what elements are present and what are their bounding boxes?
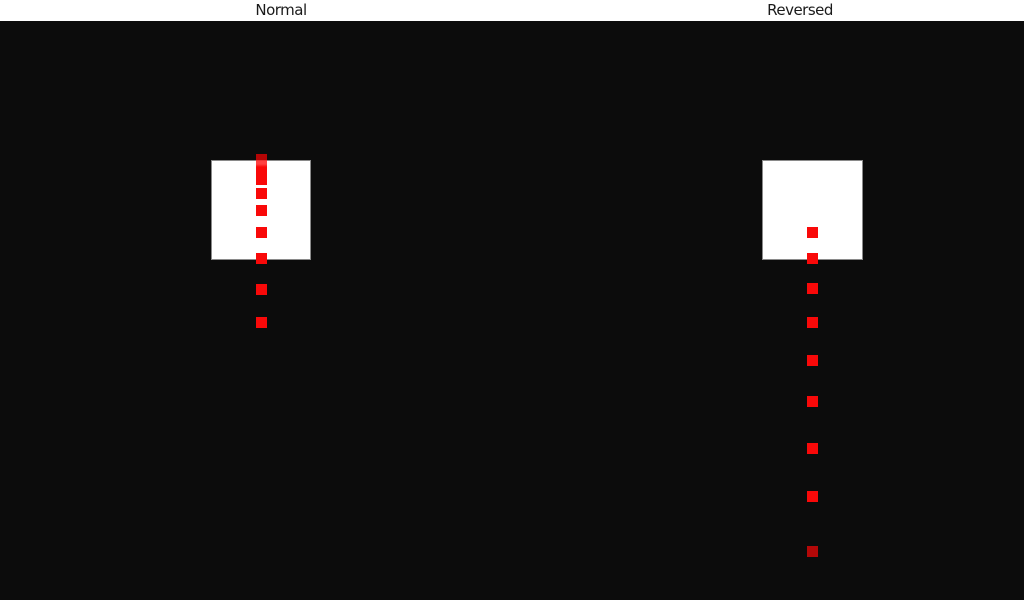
trail-bar <box>255 154 267 185</box>
trail-dot <box>255 205 267 216</box>
trail-dot <box>807 316 818 328</box>
trail-dot <box>807 355 818 366</box>
trail-dot <box>255 226 267 238</box>
white-box <box>762 160 863 260</box>
trail-dot <box>255 316 267 328</box>
trail-dot <box>807 283 818 294</box>
panel-title-normal: Normal <box>255 1 307 19</box>
trail-dot <box>255 187 267 199</box>
trail-dot <box>807 396 818 407</box>
trail-dot-faded <box>807 545 818 557</box>
panel-title-reversed: Reversed <box>767 1 833 19</box>
trail-dot <box>255 283 267 295</box>
trail-dot <box>807 252 818 264</box>
trail-dot <box>255 252 267 264</box>
trail-dot <box>807 226 818 238</box>
title-strip: Normal Reversed <box>0 0 1024 21</box>
trail-dot <box>807 443 818 454</box>
trail-dot <box>807 491 818 502</box>
